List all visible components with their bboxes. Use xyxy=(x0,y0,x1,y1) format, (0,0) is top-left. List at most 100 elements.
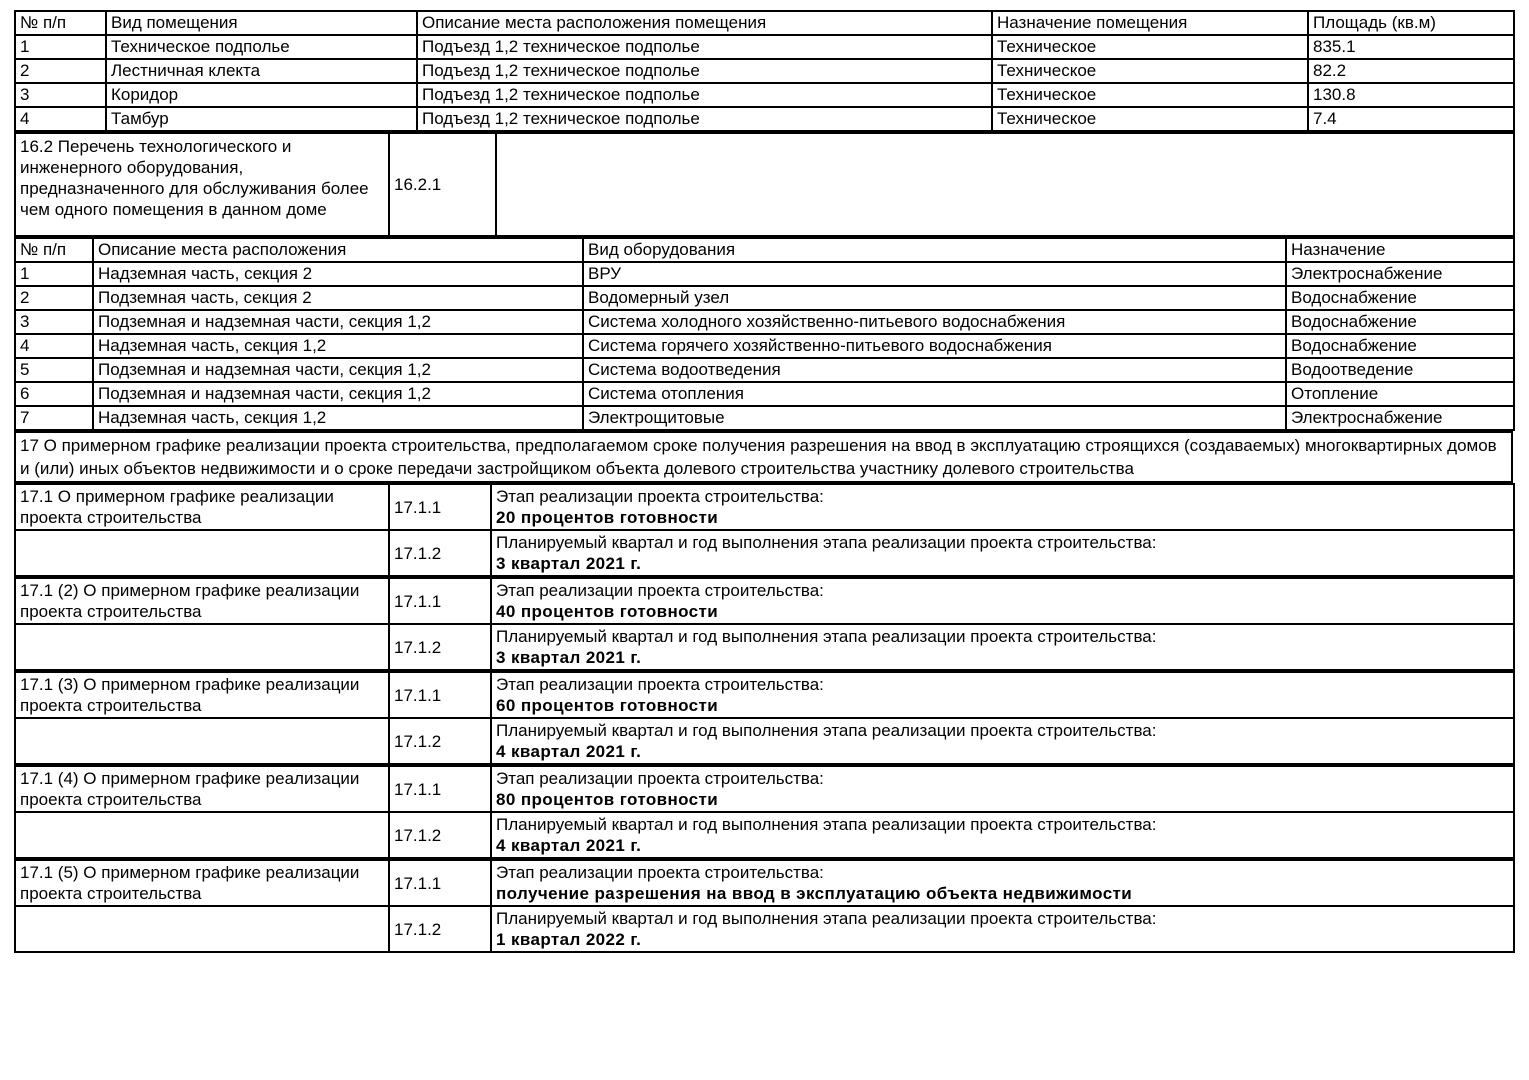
section-16-2-value xyxy=(495,132,1515,237)
schedule-value: 80 процентов готовности xyxy=(496,790,719,809)
rooms-header-num: № п/п xyxy=(14,10,107,36)
schedule-content: Этап реализации проекта строительства: 6… xyxy=(490,671,1515,719)
schedule-content: Этап реализации проекта строительства: п… xyxy=(490,859,1515,907)
section-16-2-label: 16.2 Перечень технологического и инженер… xyxy=(14,132,390,237)
schedule-content: Планируемый квартал и год выполнения эта… xyxy=(490,623,1515,671)
rooms-header-area: Площадь (кв.м) xyxy=(1307,10,1515,36)
schedule-value: получение разрешения на ввод в эксплуата… xyxy=(496,884,1133,903)
schedule-caption: Планируемый квартал и год выполнения эта… xyxy=(496,627,1157,646)
equipment-kind: Система холодного хозяйственно-питьевого… xyxy=(582,309,1287,335)
schedule-code: 17.1.1 xyxy=(388,577,492,625)
schedule-row: 17.1 (5) О примерном графике реализации … xyxy=(14,859,1515,907)
equipment-kind: Система отопления xyxy=(582,381,1287,407)
schedule-block-17-1: 17.1 О примерном графике реализации прое… xyxy=(14,483,1515,577)
rooms-header-type: Вид помещения xyxy=(105,10,418,36)
schedule-block-label: 17.1 О примерном графике реализации прое… xyxy=(14,483,390,531)
schedule-row: 17.1 (3) О примерном графике реализации … xyxy=(14,671,1515,719)
schedule-code: 17.1.1 xyxy=(388,859,492,907)
schedule-row: 17.1.2 Планируемый квартал и год выполне… xyxy=(14,623,1515,671)
rooms-header-location: Описание места расположения помещения xyxy=(416,10,993,36)
equipment-purpose: Водоотведение xyxy=(1285,357,1515,383)
table-row: 7 Надземная часть, секция 1,2 Электрощит… xyxy=(14,405,1515,431)
table-row: 5 Подземная и надземная части, секция 1,… xyxy=(14,357,1515,383)
schedule-value: 4 квартал 2021 г. xyxy=(496,836,642,855)
table-row: 2 Подземная часть, секция 2 Водомерный у… xyxy=(14,285,1515,311)
room-location: Подъезд 1,2 техническое подполье xyxy=(416,106,993,132)
schedule-row: 17.1 (2) О примерном графике реализации … xyxy=(14,577,1515,625)
room-type: Тамбур xyxy=(105,106,418,132)
room-location: Подъезд 1,2 техническое подполье xyxy=(416,58,993,84)
table-row: 1 Техническое подполье Подъезд 1,2 техни… xyxy=(14,34,1515,60)
section-17-heading-row: 17 О примерном графике реализации проект… xyxy=(14,431,1513,483)
equipment-kind: Система горячего хозяйственно-питьевого … xyxy=(582,333,1287,359)
section-17-heading: 17 О примерном графике реализации проект… xyxy=(14,431,1513,483)
schedule-row: 17.1 О примерном графике реализации прое… xyxy=(14,483,1515,531)
table-row: 2 Лестничная клекта Подъезд 1,2 техничес… xyxy=(14,58,1515,84)
schedule-caption: Планируемый квартал и год выполнения эта… xyxy=(496,909,1157,928)
equipment-purpose: Водоснабжение xyxy=(1285,333,1515,359)
schedule-caption: Этап реализации проекта строительства: xyxy=(496,863,824,882)
schedule-value: 3 квартал 2021 г. xyxy=(496,648,642,667)
room-num: 1 xyxy=(14,34,107,60)
rooms-header-purpose: Назначение помещения xyxy=(991,10,1309,36)
equipment-num: 5 xyxy=(14,357,94,383)
schedule-code: 17.1.2 xyxy=(388,717,492,765)
section-16-2: 16.2 Перечень технологического и инженер… xyxy=(14,132,1515,237)
section-16-2-code: 16.2.1 xyxy=(388,132,497,237)
room-purpose: Техническое xyxy=(991,34,1309,60)
room-type: Техническое подполье xyxy=(105,34,418,60)
schedule-code: 17.1.1 xyxy=(388,765,492,813)
schedule-block-label: 17.1 (4) О примерном графике реализации … xyxy=(14,765,390,813)
schedule-block-label-empty xyxy=(14,905,390,953)
schedule-caption: Планируемый квартал и год выполнения эта… xyxy=(496,815,1157,834)
schedule-caption: Этап реализации проекта строительства: xyxy=(496,769,824,788)
room-area: 82.2 xyxy=(1307,58,1515,84)
equipment-purpose: Отопление xyxy=(1285,381,1515,407)
equipment-location: Подземная часть, секция 2 xyxy=(92,285,584,311)
schedule-row: 17.1.2 Планируемый квартал и год выполне… xyxy=(14,811,1515,859)
schedule-block-label: 17.1 (3) О примерном графике реализации … xyxy=(14,671,390,719)
schedule-code: 17.1.1 xyxy=(388,671,492,719)
rooms-header-row: № п/п Вид помещения Описание места распо… xyxy=(14,10,1515,36)
equipment-location: Подземная и надземная части, секция 1,2 xyxy=(92,381,584,407)
schedule-block-17-1-3: 17.1 (3) О примерном графике реализации … xyxy=(14,671,1515,765)
room-num: 3 xyxy=(14,82,107,108)
equipment-num: 2 xyxy=(14,285,94,311)
schedule-content: Этап реализации проекта строительства: 2… xyxy=(490,483,1515,531)
room-type: Лестничная клекта xyxy=(105,58,418,84)
schedule-value: 1 квартал 2022 г. xyxy=(496,930,642,949)
schedule-block-17-1-4: 17.1 (4) О примерном графике реализации … xyxy=(14,765,1515,859)
schedule-row: 17.1.2 Планируемый квартал и год выполне… xyxy=(14,529,1515,577)
room-area: 130.8 xyxy=(1307,82,1515,108)
room-location: Подъезд 1,2 техническое подполье xyxy=(416,82,993,108)
schedule-content: Планируемый квартал и год выполнения эта… xyxy=(490,905,1515,953)
equipment-num: 1 xyxy=(14,261,94,287)
equipment-kind: ВРУ xyxy=(582,261,1287,287)
schedule-value: 20 процентов готовности xyxy=(496,508,719,527)
room-type: Коридор xyxy=(105,82,418,108)
table-row: 3 Коридор Подъезд 1,2 техническое подпол… xyxy=(14,82,1515,108)
table-row: 1 Надземная часть, секция 2 ВРУ Электрос… xyxy=(14,261,1515,287)
schedule-code: 17.1.2 xyxy=(388,529,492,577)
equipment-kind: Электрощитовые xyxy=(582,405,1287,431)
equipment-num: 3 xyxy=(14,309,94,335)
schedule-content: Этап реализации проекта строительства: 4… xyxy=(490,577,1515,625)
equipment-header-location: Описание места расположения xyxy=(92,237,584,263)
rooms-table: № п/п Вид помещения Описание места распо… xyxy=(14,10,1515,132)
schedule-block-label-empty xyxy=(14,717,390,765)
schedule-value: 4 квартал 2021 г. xyxy=(496,742,642,761)
room-purpose: Техническое xyxy=(991,58,1309,84)
schedule-content: Планируемый квартал и год выполнения эта… xyxy=(490,529,1515,577)
equipment-purpose: Водоснабжение xyxy=(1285,309,1515,335)
equipment-table: № п/п Описание места расположения Вид об… xyxy=(14,237,1515,431)
room-area: 835.1 xyxy=(1307,34,1515,60)
equipment-num: 6 xyxy=(14,381,94,407)
schedule-caption: Этап реализации проекта строительства: xyxy=(496,581,824,600)
equipment-header-purpose: Назначение xyxy=(1285,237,1515,263)
schedule-content: Планируемый квартал и год выполнения эта… xyxy=(490,811,1515,859)
schedule-block-label: 17.1 (2) О примерном графике реализации … xyxy=(14,577,390,625)
schedule-block-17-1-2: 17.1 (2) О примерном графике реализации … xyxy=(14,577,1515,671)
schedule-value: 3 квартал 2021 г. xyxy=(496,554,642,573)
schedule-caption: Этап реализации проекта строительства: xyxy=(496,487,824,506)
room-purpose: Техническое xyxy=(991,106,1309,132)
